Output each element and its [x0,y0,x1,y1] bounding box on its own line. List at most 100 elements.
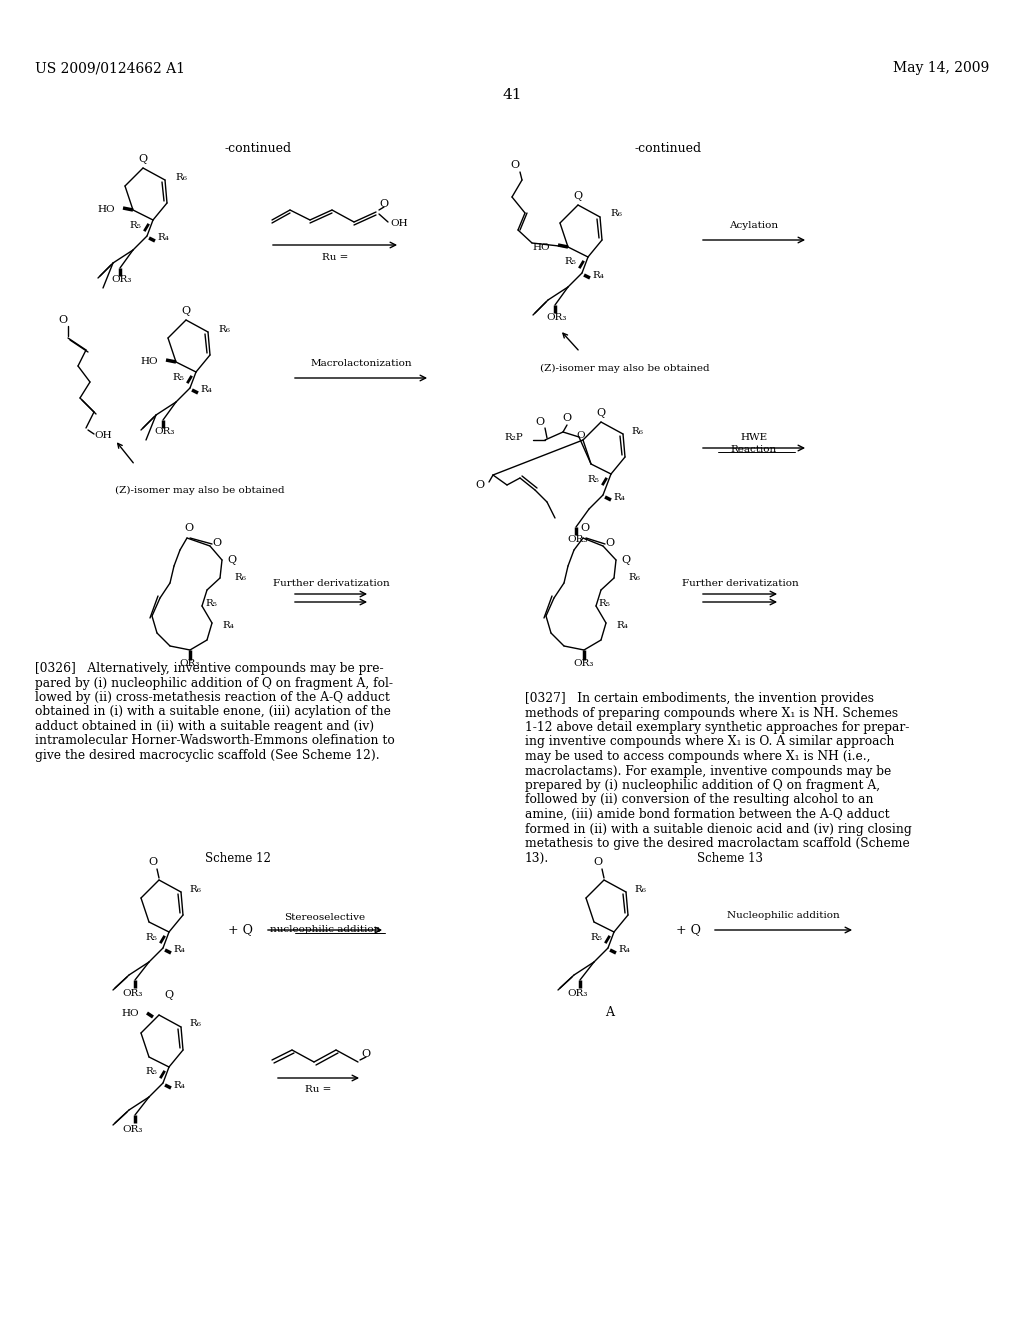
Text: R₅: R₅ [564,257,575,267]
Text: 1-12 above detail exemplary synthetic approaches for prepar-: 1-12 above detail exemplary synthetic ap… [525,721,909,734]
Text: Q: Q [181,306,190,315]
Text: R₄: R₄ [157,234,169,243]
Text: Q: Q [596,408,605,418]
Text: Stereoselective: Stereoselective [285,913,366,923]
Text: amine, (iii) amide bond formation between the A-Q adduct: amine, (iii) amide bond formation betwee… [525,808,890,821]
Text: + Q: + Q [676,924,700,936]
Text: OH: OH [94,432,112,441]
Text: R₆: R₆ [628,573,640,582]
Text: R₅: R₅ [587,474,599,483]
Text: R₄: R₄ [592,271,604,280]
Text: prepared by (i) nucleophilic addition of Q on fragment A,: prepared by (i) nucleophilic addition of… [525,779,880,792]
Text: macrolactams). For example, inventive compounds may be: macrolactams). For example, inventive co… [525,764,891,777]
Text: R₄: R₄ [173,1081,185,1089]
Text: R₄: R₄ [222,622,233,631]
Text: O: O [605,539,614,548]
Text: methods of preparing compounds where X₁ is NH. Schemes: methods of preparing compounds where X₁ … [525,706,898,719]
Text: followed by (ii) conversion of the resulting alcohol to an: followed by (ii) conversion of the resul… [525,793,873,807]
Text: R₂P: R₂P [504,433,523,442]
Text: Q: Q [138,154,147,164]
Text: O: O [536,417,545,426]
Text: Nucleophilic addition: Nucleophilic addition [727,911,840,920]
Text: OR₃: OR₃ [155,428,175,437]
Text: Q: Q [622,554,631,565]
Text: [0326]   Alternatively, inventive compounds may be pre-: [0326] Alternatively, inventive compound… [35,663,384,675]
Text: R₅: R₅ [172,372,184,381]
Text: formed in (ii) with a suitable dienoic acid and (iv) ring closing: formed in (ii) with a suitable dienoic a… [525,822,911,836]
Text: R₅: R₅ [145,932,157,941]
Text: O: O [562,413,571,422]
Text: R₅: R₅ [598,598,610,607]
Text: R₆: R₆ [610,210,622,219]
Text: May 14, 2009: May 14, 2009 [893,61,989,75]
Text: Acylation: Acylation [729,220,778,230]
Text: intramolecular Horner-Wadsworth-Emmons olefination to: intramolecular Horner-Wadsworth-Emmons o… [35,734,394,747]
Text: nucleophilic addition: nucleophilic addition [269,925,380,935]
Text: O: O [380,199,388,209]
Text: R₄: R₄ [618,945,630,954]
Text: HO: HO [97,206,115,214]
Text: 13).: 13). [525,851,549,865]
Text: R₅: R₅ [590,932,602,941]
Text: Reaction: Reaction [731,446,777,454]
Text: pared by (i) nucleophilic addition of Q on fragment A, fol-: pared by (i) nucleophilic addition of Q … [35,676,393,689]
Text: O: O [577,430,586,440]
Text: O: O [184,523,194,533]
Text: (Z)-isomer may also be obtained: (Z)-isomer may also be obtained [540,363,710,372]
Text: HO: HO [140,358,158,367]
Text: O: O [510,160,519,170]
Text: may be used to access compounds where X₁ is NH (i.e.,: may be used to access compounds where X₁… [525,750,870,763]
Text: Ru =: Ru = [305,1085,331,1094]
Text: -continued: -continued [224,141,292,154]
Text: ing inventive compounds where X₁ is O. A similar approach: ing inventive compounds where X₁ is O. A… [525,735,894,748]
Text: OR₃: OR₃ [180,659,200,668]
Text: OH: OH [390,219,408,228]
Text: obtained in (i) with a suitable enone, (iii) acylation of the: obtained in (i) with a suitable enone, (… [35,705,391,718]
Text: adduct obtained in (ii) with a suitable reagent and (iv): adduct obtained in (ii) with a suitable … [35,719,374,733]
Text: OR₃: OR₃ [112,276,132,285]
Text: O: O [361,1049,371,1059]
Text: HO: HO [532,243,550,252]
Text: R₆: R₆ [189,884,201,894]
Text: (Z)-isomer may also be obtained: (Z)-isomer may also be obtained [115,486,285,495]
Text: O: O [476,480,485,490]
Text: Scheme 12: Scheme 12 [205,851,271,865]
Text: 41: 41 [502,88,522,102]
Text: R₆: R₆ [175,173,186,181]
Text: US 2009/0124662 A1: US 2009/0124662 A1 [35,61,185,75]
Text: O: O [212,539,221,548]
Text: OR₃: OR₃ [568,990,588,998]
Text: HWE: HWE [740,433,768,442]
Text: OR₃: OR₃ [123,1125,143,1134]
Text: OR₃: OR₃ [547,313,567,322]
Text: R₅: R₅ [145,1068,157,1077]
Text: O: O [148,857,158,867]
Text: Further derivatization: Further derivatization [682,579,799,587]
Text: Scheme 13: Scheme 13 [697,851,763,865]
Text: -continued: -continued [635,141,701,154]
Text: O: O [58,315,68,325]
Text: R₄: R₄ [200,385,212,395]
Text: O: O [581,523,590,533]
Text: + Q: + Q [227,924,253,936]
Text: Ru =: Ru = [322,253,348,263]
Text: Q: Q [227,554,237,565]
Text: Macrolactonization: Macrolactonization [310,359,412,368]
Text: [0327]   In certain embodiments, the invention provides: [0327] In certain embodiments, the inven… [525,692,874,705]
Text: R₄: R₄ [613,492,625,502]
Text: R₆: R₆ [634,884,646,894]
Text: A: A [605,1006,614,1019]
Text: R₆: R₆ [189,1019,201,1028]
Text: OR₃: OR₃ [123,990,143,998]
Text: metathesis to give the desired macrolactam scaffold (Scheme: metathesis to give the desired macrolact… [525,837,909,850]
Text: Q: Q [573,191,583,201]
Text: give the desired macrocyclic scaffold (See Scheme 12).: give the desired macrocyclic scaffold (S… [35,748,380,762]
Text: O: O [594,857,602,867]
Text: R₆: R₆ [218,325,229,334]
Text: HO: HO [122,1008,139,1018]
Text: R₆: R₆ [234,573,246,582]
Text: lowed by (ii) cross-metathesis reaction of the A-Q adduct: lowed by (ii) cross-metathesis reaction … [35,690,390,704]
Text: Q: Q [165,990,173,1001]
Text: R₆: R₆ [631,426,643,436]
Text: R₅: R₅ [129,220,141,230]
